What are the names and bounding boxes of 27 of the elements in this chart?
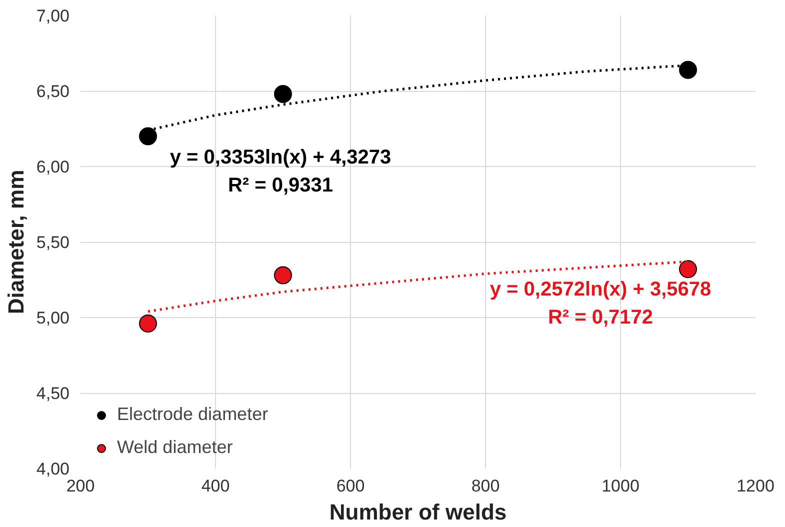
x-tick-label: 1000 xyxy=(602,476,640,496)
x-axis-title: Number of welds xyxy=(329,500,507,524)
y-tick-label: 6,00 xyxy=(36,158,70,176)
annotation: R² = 0,7172 xyxy=(548,306,654,328)
y-tick-label: 4,00 xyxy=(36,460,70,478)
annotation: y = 0,3353ln(x) + 4,3273 xyxy=(170,146,392,168)
annotation: y = 0,2572ln(x) + 3,5678 xyxy=(490,278,712,300)
point xyxy=(139,127,157,146)
y-tick-label: 6,50 xyxy=(36,82,70,101)
legend-label: Weld diameter xyxy=(117,437,233,458)
y-axis-title: Diameter, mm xyxy=(3,170,28,314)
y-tick-label: 7,00 xyxy=(36,6,70,26)
x-tick-label: 800 xyxy=(471,476,500,496)
point xyxy=(274,266,292,284)
y-tick-label: 4,50 xyxy=(36,384,70,403)
x-tick-label: 200 xyxy=(66,476,95,496)
y-tick-label: 5,00 xyxy=(36,308,70,328)
x-tick-label: 1200 xyxy=(736,476,774,496)
annotation: R² = 0,9331 xyxy=(228,174,334,196)
point xyxy=(679,260,697,278)
y-tick-label: 5,50 xyxy=(36,233,70,252)
x-tick-label: 400 xyxy=(201,476,230,496)
x-tick-label: 600 xyxy=(336,476,365,496)
point xyxy=(274,85,292,104)
point xyxy=(679,60,697,79)
point xyxy=(139,314,157,333)
legend-label: Electrode diameter xyxy=(117,404,268,425)
